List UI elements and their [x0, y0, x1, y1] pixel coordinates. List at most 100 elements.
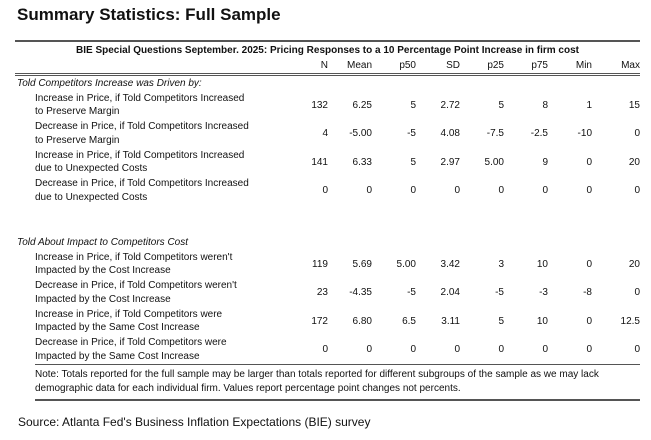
section-label: Told Competitors Increase was Driven by: [17, 78, 202, 89]
row-label-line: Impacted by the Same Cost Increase [35, 350, 200, 362]
column-header-sd: SD [446, 60, 460, 71]
cell-max: 20 [628, 156, 640, 168]
row-label-line: to Preserve Margin [35, 106, 120, 118]
cell-p50: 5 [410, 99, 416, 111]
cell-p75: 8 [542, 99, 548, 111]
row-label-line: Increase in Price, if Told Competitors I… [35, 92, 245, 104]
table-note: Note: Totals reported for the full sampl… [35, 364, 640, 401]
cell-mean: 0 [366, 344, 372, 356]
source-text: Source: Atlanta Fed's Business Inflation… [18, 415, 371, 429]
cell-max: 12.5 [620, 315, 640, 327]
row-label-line: Decrease in Price, if Told Competitors I… [35, 178, 249, 190]
cell-sd: 3.11 [441, 315, 460, 327]
cell-p75: 0 [542, 344, 548, 356]
cell-mean: 6.80 [352, 315, 372, 327]
cell-sd: 0 [454, 344, 460, 356]
cell-sd: 3.42 [440, 258, 460, 270]
row-label-line: Decrease in Price, if Told Competitors I… [35, 121, 249, 133]
cell-n: 172 [311, 315, 328, 327]
row-label-line: Impacted by the Cost Increase [35, 293, 171, 305]
cell-p25: -7.5 [486, 128, 504, 140]
cell-n: 119 [312, 258, 328, 270]
row-label-line: Impacted by the Same Cost Increase [35, 322, 200, 334]
cell-max: 15 [628, 99, 640, 111]
cell-max: 0 [634, 344, 640, 356]
cell-min: 0 [586, 258, 592, 270]
cell-p50: 6.5 [402, 315, 416, 327]
cell-p75: 10 [536, 258, 548, 270]
table-row: Increase in Price, if Told Competitors w… [15, 250, 640, 279]
table-row: Increase in Price, if Told Competitors w… [15, 307, 640, 336]
table-row: Decrease in Price, if Told Competitors I… [15, 120, 640, 149]
cell-mean: -5.00 [349, 128, 372, 140]
cell-p50: 5.00 [396, 258, 416, 270]
cell-max: 0 [634, 287, 640, 299]
cell-p75: -2.5 [530, 128, 548, 140]
cell-mean: 0 [366, 185, 372, 197]
cell-p50: 0 [410, 185, 416, 197]
row-label: Decrease in Price, if Told Competitors I… [15, 177, 288, 204]
cell-p25: 0 [498, 185, 504, 197]
row-label: Increase in Price, if Told Competitors w… [15, 251, 288, 278]
cell-p75: 0 [542, 185, 548, 197]
cell-mean: 5.69 [352, 258, 372, 270]
cell-n: 23 [316, 287, 328, 299]
cell-mean: 6.33 [352, 156, 372, 168]
cell-min: 0 [586, 156, 592, 168]
cell-n: 132 [311, 99, 328, 111]
row-label: Decrease in Price, if Told Competitors w… [15, 279, 288, 306]
table-row: Decrease in Price, if Told Competitors w… [15, 336, 640, 365]
cell-n: 0 [322, 185, 328, 197]
cell-p50: 5 [410, 156, 416, 168]
column-header-n: N [320, 60, 328, 71]
column-header-mean: Mean [346, 60, 372, 71]
cell-p75: 10 [536, 315, 548, 327]
column-header-min: Min [575, 60, 592, 71]
row-label-line: Impacted by the Cost Increase [35, 265, 171, 277]
row-label-line: Decrease in Price, if Told Competitors w… [35, 280, 237, 292]
cell-sd: 2.04 [440, 287, 460, 299]
cell-min: 0 [586, 344, 592, 356]
table-body: Told Competitors Increase was Driven by:… [15, 76, 640, 364]
cell-min: 0 [586, 315, 592, 327]
table-row: Decrease in Price, if Told Competitors w… [15, 279, 640, 308]
summary-table: BIE Special Questions September. 2025: P… [15, 40, 640, 401]
row-label: Increase in Price, if Told Competitors I… [15, 149, 288, 176]
table-top-rule [15, 40, 640, 42]
row-label-line: Decrease in Price, if Told Competitors w… [35, 337, 227, 349]
row-label-line: to Preserve Margin [35, 134, 120, 146]
cell-n: 4 [322, 128, 328, 140]
row-label-line: due to Unexpected Costs [35, 163, 148, 175]
table-row: Increase in Price, if Told Competitors I… [15, 91, 640, 120]
row-label-line: Increase in Price, if Told Competitors I… [35, 149, 245, 161]
cell-p25: 5 [498, 99, 504, 111]
cell-max: 0 [634, 128, 640, 140]
row-label: Decrease in Price, if Told Competitors w… [15, 336, 288, 363]
row-label-line: due to Unexpected Costs [35, 191, 148, 203]
row-label: Decrease in Price, if Told Competitors I… [15, 120, 288, 147]
section-spacer [15, 205, 640, 235]
cell-max: 20 [628, 258, 640, 270]
cell-sd: 4.08 [440, 128, 460, 140]
cell-min: -8 [583, 287, 592, 299]
row-label-line: Increase in Price, if Told Competitors w… [35, 308, 223, 320]
cell-p25: 5.00 [484, 156, 504, 168]
cell-n: 0 [322, 344, 328, 356]
cell-sd: 0 [454, 185, 460, 197]
column-header-row: N Mean p50 SD p25 p75 Min Max [15, 58, 640, 76]
table-row: Decrease in Price, if Told Competitors I… [15, 177, 640, 206]
cell-mean: 6.25 [352, 99, 372, 111]
column-header-p75: p75 [531, 60, 548, 71]
cell-sd: 2.97 [440, 156, 460, 168]
row-label: Increase in Price, if Told Competitors w… [15, 308, 288, 335]
cell-p25: 3 [498, 258, 504, 270]
section-label: Told About Impact to Competitors Cost [17, 237, 189, 248]
cell-n: 141 [311, 156, 328, 168]
column-header-p50: p50 [399, 60, 416, 71]
cell-p50: 0 [410, 344, 416, 356]
table-row: Increase in Price, if Told Competitors I… [15, 148, 640, 177]
cell-mean: -4.35 [349, 287, 372, 299]
table-caption: BIE Special Questions September. 2025: P… [76, 45, 579, 56]
cell-p75: -3 [539, 287, 548, 299]
cell-p75: 9 [542, 156, 548, 168]
